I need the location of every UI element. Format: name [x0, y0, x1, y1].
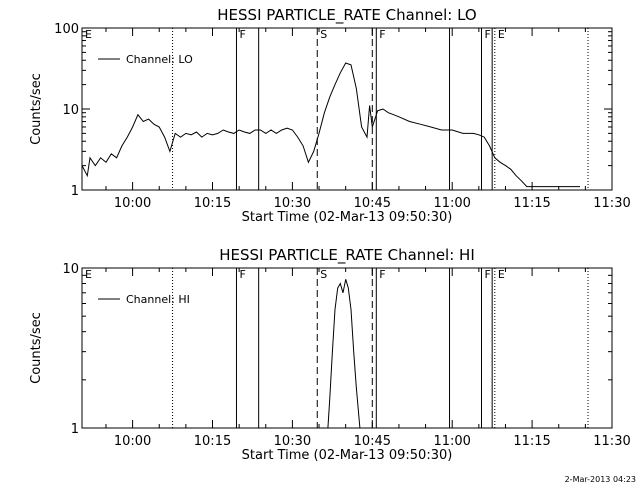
event-marker-label-lo: S — [320, 28, 327, 41]
event-marker-label-hi: F — [239, 268, 245, 281]
x-tick-label-hi: 10:45 — [354, 434, 391, 449]
y-tick-label-lo: 100 — [54, 22, 79, 37]
y-tick-label-hi: 1 — [71, 422, 79, 437]
x-tick-label-lo: 10:30 — [274, 196, 311, 211]
y-tick-label-hi: 10 — [62, 262, 79, 277]
x-axis-label-lo: Start Time (02-Mar-13 09:50:30) — [242, 210, 453, 225]
plot-frame-hi — [81, 267, 613, 429]
x-tick-label-hi: 11:30 — [593, 434, 630, 449]
y-axis-label-lo: Counts/sec — [29, 73, 44, 145]
x-tick-label-hi: 10:15 — [194, 434, 231, 449]
event-marker-label-hi: F — [379, 268, 385, 281]
x-tick-label-lo: 10:15 — [194, 196, 231, 211]
event-marker-label-hi: E — [85, 268, 92, 281]
event-marker-label-hi: S — [320, 268, 327, 281]
y-axis-label-hi: Counts/sec — [29, 312, 44, 384]
x-tick-label-lo: 11:00 — [433, 196, 470, 211]
x-tick-label-lo: 11:15 — [513, 196, 550, 211]
footer-timestamp-holder: 2-Mar-2013 04:23 — [565, 467, 636, 486]
y-tick-label-lo: 1 — [71, 184, 79, 199]
x-tick-label-lo: 11:30 — [593, 196, 630, 211]
x-tick-label-hi: 11:15 — [513, 434, 550, 449]
event-marker-label-hi: F — [484, 268, 490, 281]
event-marker-label-lo: F — [484, 28, 490, 41]
legend-label-lo: Channel: LO — [126, 53, 193, 66]
chart-title-lo: HESSI PARTICLE_RATE Channel: LO — [217, 6, 476, 25]
x-tick-label-lo: 10:00 — [114, 196, 151, 211]
y-tick-label-lo: 10 — [62, 103, 79, 118]
event-marker-label-lo: E — [85, 28, 92, 41]
x-tick-label-hi: 10:30 — [274, 434, 311, 449]
x-tick-label-hi: 11:00 — [433, 434, 470, 449]
legend-label-hi: Channel: HI — [126, 293, 190, 306]
x-tick-label-hi: 10:00 — [114, 434, 151, 449]
x-tick-label-lo: 10:45 — [354, 196, 391, 211]
chart-title-hi: HESSI PARTICLE_RATE Channel: HI — [219, 246, 475, 265]
series-line-hi — [327, 279, 361, 428]
event-marker-label-lo: E — [498, 28, 505, 41]
series-line-lo — [82, 62, 580, 188]
x-axis-label-hi: Start Time (02-Mar-13 09:50:30) — [242, 448, 453, 463]
event-marker-label-lo: F — [239, 28, 245, 41]
event-marker-label-hi: E — [498, 268, 505, 281]
event-marker-label-lo: F — [379, 28, 385, 41]
